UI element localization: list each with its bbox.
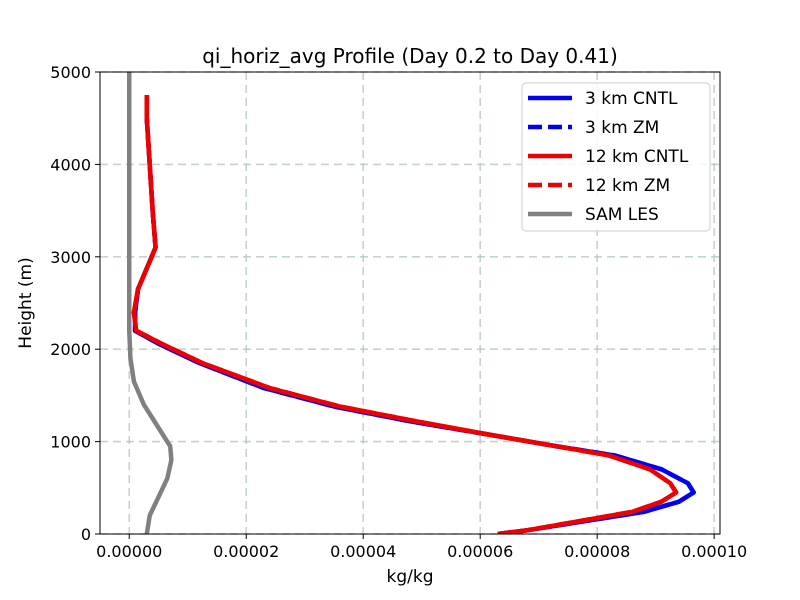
- y-tick-label: 1000: [50, 433, 91, 452]
- x-axis-label: kg/kg: [387, 567, 434, 587]
- y-axis: 0 1000 2000 3000 4000 5000: [50, 63, 100, 544]
- legend-label-3-km-cntl: 3 km CNTL: [585, 89, 678, 109]
- series-line-sam-les: [127, 72, 174, 534]
- legend: 3 km CNTL 3 km ZM 12 km CNTL 12 km ZM SAM LE…: [521, 82, 711, 232]
- series-group: [127, 72, 696, 534]
- x-tick-label: 0.00002: [213, 542, 279, 561]
- legend-label-12-km-cntl: 12 km CNTL: [585, 147, 689, 167]
- y-axis-label: Height (m): [16, 257, 36, 348]
- chart-title: qi_horiz_avg Profile (Day 0.2 to Day 0.4…: [202, 44, 618, 68]
- legend-box: [521, 82, 711, 232]
- x-tick-label: 0.00010: [681, 542, 747, 561]
- x-tick-label: 0.00000: [96, 542, 162, 561]
- y-tick-label: 3000: [50, 248, 91, 267]
- y-tick-label: 5000: [50, 63, 91, 82]
- x-tick-label: 0.00006: [447, 542, 513, 561]
- series-line-12-km-zm: [131, 95, 679, 534]
- grid: [100, 71, 720, 535]
- legend-label-3-km-zm: 3 km ZM: [585, 118, 659, 138]
- x-tick-label: 0.00008: [564, 542, 630, 561]
- y-tick-label: 0: [81, 525, 91, 544]
- y-tick-label: 4000: [50, 155, 91, 174]
- y-tick-label: 2000: [50, 340, 91, 359]
- legend-label-12-km-zm: 12 km ZM: [585, 176, 670, 196]
- series-line-3-km-zm: [132, 95, 696, 534]
- legend-label-sam-les: SAM LES: [585, 205, 659, 225]
- x-tick-label: 0.00004: [330, 542, 396, 561]
- plot-frame: [99, 71, 721, 535]
- x-axis: 0.00000 0.00002 0.00004 0.00006 0.00008 0.000…: [96, 534, 747, 561]
